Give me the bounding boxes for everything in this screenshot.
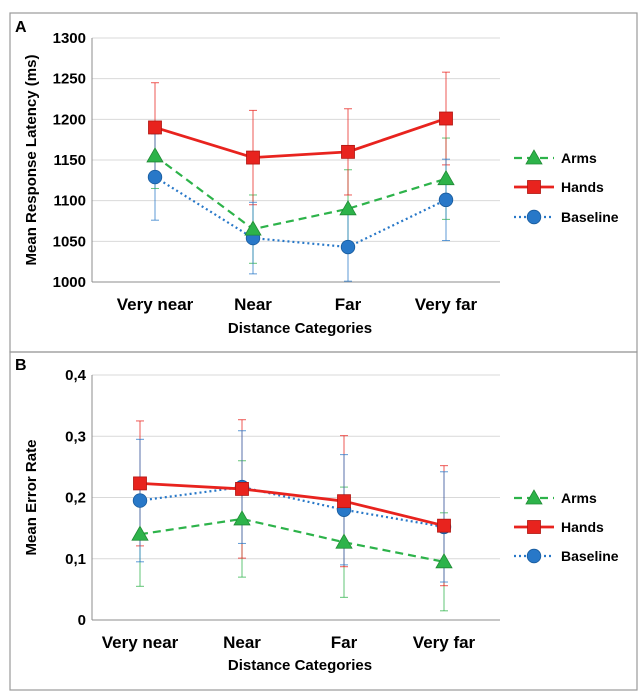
data-point-arms <box>435 553 453 569</box>
data-point-hands <box>133 476 147 491</box>
legend-label: Hands <box>561 179 604 195</box>
legend-label: Baseline <box>561 548 619 564</box>
y-tick-label: 1250 <box>53 71 86 88</box>
x-axis-title: Distance Categories <box>228 320 372 337</box>
x-tick-label: Very near <box>117 295 194 314</box>
legend-marker <box>526 209 542 225</box>
series-line-baseline <box>154 176 447 249</box>
x-axis-title: Distance Categories <box>228 657 372 674</box>
data-point-arms <box>131 525 149 541</box>
data-point-arms <box>335 533 353 549</box>
series-line-hands <box>154 117 447 159</box>
y-axis-title: Mean Error Rate <box>23 440 40 556</box>
data-point-arms <box>339 199 357 216</box>
y-tick-label: 1100 <box>53 193 86 210</box>
data-point-arms <box>244 220 262 236</box>
data-point-arms <box>146 147 164 163</box>
x-tick-label: Very far <box>415 295 478 314</box>
series-line-arms <box>139 517 445 563</box>
y-tick-label: 1150 <box>53 152 86 169</box>
y-tick-label: 0,1 <box>65 551 86 568</box>
panel-label: B <box>15 357 27 374</box>
y-tick-label: 1050 <box>53 233 86 250</box>
y-tick-label: 0 <box>78 612 86 629</box>
panel-border <box>9 12 638 353</box>
y-axis-title: Mean Response Latency (ms) <box>23 55 40 266</box>
panel-a: A 1000 1050 1100 1150 1200 1250 1300 Very near Ne… <box>9 12 638 353</box>
legend: Arms Hands Baseline <box>514 489 619 564</box>
data-point-arms <box>233 510 251 526</box>
legend-marker <box>526 548 542 564</box>
data-point-hands <box>246 150 260 165</box>
legend-marker <box>525 489 543 505</box>
data-point-hands <box>148 120 162 135</box>
legend-marker <box>527 180 541 194</box>
series-line-hands <box>139 482 445 528</box>
y-tick-label: 1200 <box>53 111 86 128</box>
panel-label: A <box>15 19 27 36</box>
data-point-baseline <box>132 493 148 508</box>
y-tick-label: 0,3 <box>65 428 86 445</box>
data-point-hands <box>437 518 451 533</box>
x-tick-label: Very near <box>102 633 179 652</box>
data-point-hands <box>337 494 351 509</box>
y-tick-label: 0,4 <box>65 367 87 384</box>
legend-marker <box>525 149 543 165</box>
legend-label: Baseline <box>561 209 619 225</box>
x-tick-label: Far <box>335 295 362 314</box>
x-tick-label: Far <box>331 633 358 652</box>
data-point-baseline <box>340 239 356 255</box>
data-point-arms <box>437 169 455 186</box>
series-line-arms <box>154 155 447 231</box>
panel-b: B 0 0,1 0,2 0,3 0,4 Very near Near Far Very far Di… <box>9 351 638 691</box>
y-tick-label: 1300 <box>53 30 86 47</box>
data-point-hands <box>341 144 355 159</box>
x-tick-label: Near <box>234 295 272 314</box>
y-tick-label: 0,2 <box>65 490 86 507</box>
y-tick-label: 1000 <box>53 274 86 291</box>
panel-border <box>9 351 638 691</box>
legend-label: Arms <box>561 150 597 166</box>
data-point-hands <box>439 111 453 126</box>
legend-marker <box>527 520 541 534</box>
x-tick-label: Very far <box>413 633 476 652</box>
legend-label: Arms <box>561 490 597 506</box>
data-point-baseline <box>147 169 163 185</box>
data-point-hands <box>235 482 249 496</box>
legend-label: Hands <box>561 519 604 535</box>
x-tick-label: Near <box>223 633 261 652</box>
series-line-baseline <box>139 485 445 528</box>
legend: Arms Hands Baseline <box>514 149 619 225</box>
data-point-baseline <box>438 192 454 208</box>
